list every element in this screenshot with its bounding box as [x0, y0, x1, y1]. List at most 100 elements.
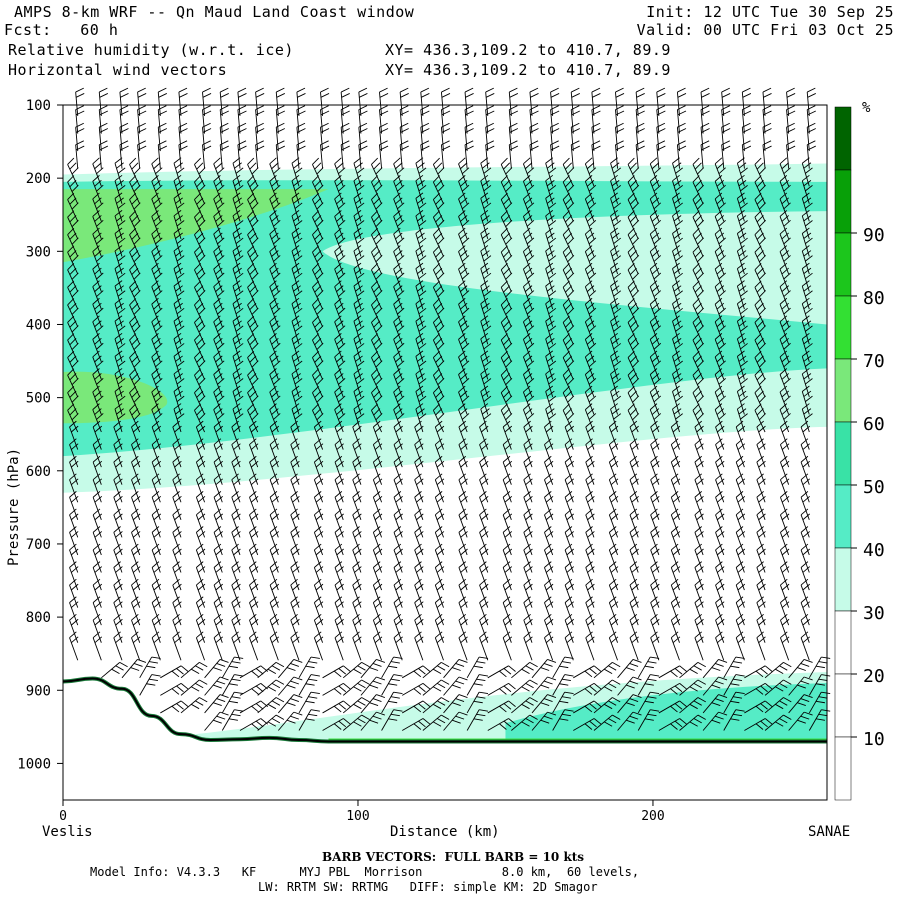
wind-barb [670, 526, 681, 556]
wind-barb [290, 420, 300, 450]
wind-barb [202, 122, 212, 152]
wind-barb [754, 385, 766, 415]
wind-barb [92, 333, 104, 362]
wind-barb [779, 210, 791, 240]
wind-barb [151, 455, 162, 485]
wind-barb [562, 280, 575, 310]
wind-barb [202, 87, 212, 117]
wind-barb [715, 561, 725, 591]
wind-barb [714, 350, 726, 380]
wind-barb [98, 122, 109, 152]
colorbar-swatch [834, 736, 852, 801]
colorbar-swatch [834, 295, 852, 360]
wind-barb [584, 245, 597, 275]
wind-barb [523, 526, 533, 556]
wind-barb [313, 543, 324, 573]
colorbar-swatch [834, 547, 852, 612]
wind-barb [334, 315, 346, 345]
wind-barb [129, 263, 141, 292]
wind-barb [67, 315, 79, 345]
wind-barb [608, 543, 619, 573]
wind-barb [502, 491, 513, 520]
wind-barb [564, 526, 575, 556]
wind-barb [723, 691, 745, 714]
wind-barb [573, 682, 602, 696]
wind-barb [458, 385, 470, 415]
wind-barb [754, 280, 766, 310]
wind-barb [692, 350, 705, 380]
wind-barb [92, 578, 103, 608]
wind-barb [342, 662, 370, 679]
wind-barb [67, 157, 79, 187]
wind-barb [715, 631, 725, 661]
wind-barb [312, 298, 324, 327]
wind-barb [650, 561, 660, 591]
wind-barb [511, 679, 538, 696]
wind-barb [194, 298, 206, 327]
wind-barb [511, 697, 538, 714]
wind-barb [219, 140, 229, 169]
wind-barb [131, 420, 141, 450]
wind-barb [151, 578, 162, 608]
wind-barb [213, 227, 225, 257]
colorbar-swatch [834, 106, 852, 171]
wind-barb [75, 87, 85, 117]
wind-barb [702, 659, 728, 679]
wind-barb [485, 105, 495, 134]
wind-barb [458, 315, 470, 345]
wind-barb [500, 263, 513, 292]
wind-barb [432, 368, 445, 398]
colorbar: 10 20 30 40 50 60 70 80 90 [834, 106, 885, 801]
wind-barb [544, 561, 554, 591]
wind-barb [92, 455, 103, 485]
wind-barb [231, 543, 241, 573]
wind-barb [670, 438, 681, 468]
wind-barb [529, 140, 539, 169]
wind-barb [213, 578, 223, 608]
wind-barb [670, 543, 681, 573]
wind-barb [92, 227, 104, 257]
model-info: Model Info: V4.3.3 KF MYJ PBL Morrison 8… [90, 865, 640, 879]
wind-barb [735, 420, 746, 450]
wind-barb [649, 350, 662, 380]
wind-barb [290, 438, 300, 468]
wind-barb [585, 561, 595, 591]
wind-barb [650, 508, 660, 538]
wind-barb [213, 438, 223, 468]
wind-barb [334, 333, 346, 362]
wind-barb [255, 122, 265, 152]
wind-barb [670, 491, 681, 520]
wind-barb [458, 210, 470, 240]
wind-barb [531, 694, 557, 714]
colorbar-level-label: 20 [863, 666, 885, 687]
wind-barb [702, 676, 728, 696]
wind-barb [178, 122, 188, 152]
wind-barb [756, 508, 766, 538]
wind-barb [508, 105, 519, 134]
colorbar-level-label: 70 [863, 351, 885, 372]
x-tick-label: 0 [59, 809, 67, 824]
wind-barb [608, 508, 619, 538]
wind-barb [562, 175, 575, 204]
wind-barb [372, 455, 383, 485]
wind-barb [213, 508, 223, 538]
wind-barb [172, 508, 182, 538]
wind-barb [221, 674, 244, 696]
wind-barb [269, 385, 281, 415]
wind-barb [723, 656, 745, 679]
wind-barb [562, 350, 575, 380]
wind-barb [715, 613, 725, 643]
wind-barb [564, 631, 575, 661]
wind-barb [151, 157, 163, 187]
wind-barb [458, 526, 468, 556]
wind-barb [322, 700, 351, 714]
wind-barb [676, 122, 687, 152]
wind-barb [275, 87, 286, 117]
wind-barb [629, 613, 639, 643]
wind-barb [151, 543, 162, 573]
wind-barb [649, 280, 662, 310]
wind-barb [257, 662, 285, 679]
wind-barb [676, 87, 687, 117]
wind-barb [627, 157, 640, 187]
wind-barb [735, 631, 746, 661]
